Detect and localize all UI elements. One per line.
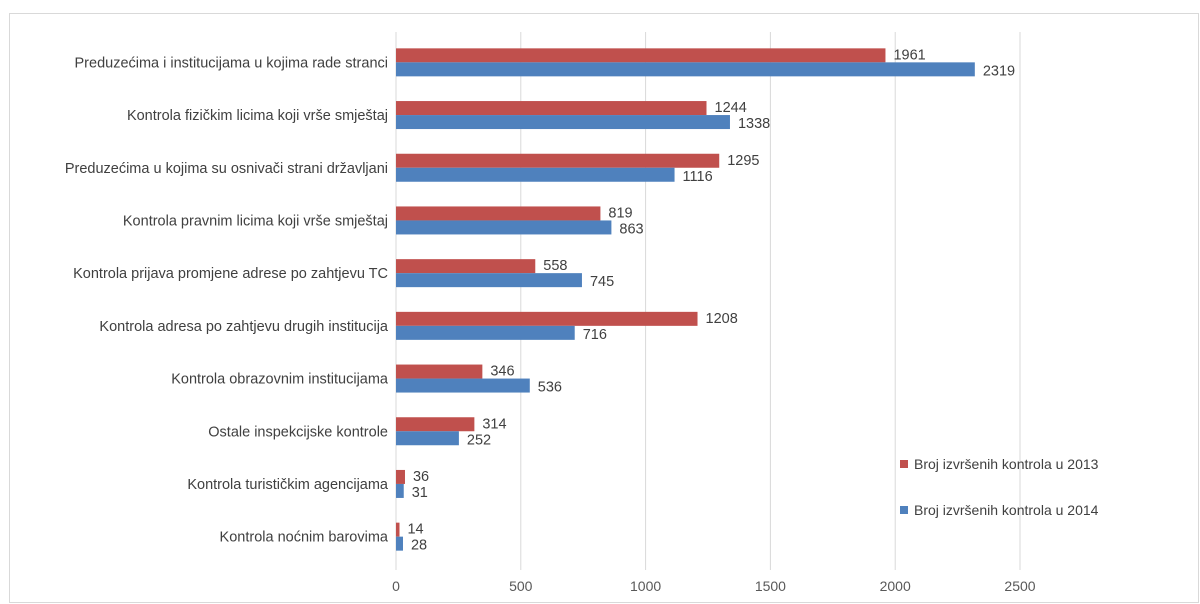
bar-2013 xyxy=(396,364,483,379)
bar-2014 xyxy=(396,62,975,77)
bar-2014 xyxy=(396,483,404,498)
bar-2013 xyxy=(396,311,698,326)
category-label: Preduzećima u kojima su osnivači strani … xyxy=(65,161,388,177)
data-label: 36 xyxy=(413,469,429,485)
data-label: 716 xyxy=(583,327,607,343)
data-label: 14 xyxy=(407,522,423,538)
x-tick-label: 1500 xyxy=(755,578,786,594)
data-label: 1961 xyxy=(893,47,925,63)
category-label: Kontrola turističkim agencijama xyxy=(187,477,389,493)
bar-2013 xyxy=(396,469,405,484)
legend: Broj izvršenih kontrola u 2013 Broj izvrš… xyxy=(900,456,1099,518)
category-label: Kontrola noćnim barovima xyxy=(220,530,389,546)
category-label: Kontrola pravnim licima koji vrše smješt… xyxy=(123,213,388,229)
bar-2014 xyxy=(396,273,582,288)
bar-2014 xyxy=(396,431,459,446)
data-label: 863 xyxy=(619,221,643,237)
bar-2014 xyxy=(396,220,612,235)
bar-2013 xyxy=(396,206,601,221)
data-label: 28 xyxy=(411,538,427,554)
x-tick-label: 500 xyxy=(509,578,533,594)
chart-area: Preduzećima i institucijama u kojima rad… xyxy=(9,13,1199,603)
category-label: Preduzećima i institucijama u kojima rad… xyxy=(75,55,389,71)
legend-swatch xyxy=(900,460,908,468)
data-label: 1208 xyxy=(706,311,738,327)
data-label: 1295 xyxy=(727,153,759,169)
data-label: 314 xyxy=(482,416,506,432)
x-tick-label: 2000 xyxy=(880,578,911,594)
bar-2014 xyxy=(396,536,403,551)
bar-2014 xyxy=(396,378,530,393)
data-label: 1244 xyxy=(715,100,747,116)
data-label: 819 xyxy=(608,205,632,221)
bar-2013 xyxy=(396,153,720,168)
data-label: 536 xyxy=(538,380,562,396)
x-tick-label: 2500 xyxy=(1004,578,1035,594)
bar-2014 xyxy=(396,167,675,182)
legend-label: Broj izvršenih kontrola u 2014 xyxy=(914,502,1099,518)
data-label: 252 xyxy=(467,432,491,448)
bar-2013 xyxy=(396,417,475,432)
category-label: Ostale inspekcijske kontrole xyxy=(208,424,388,440)
x-tick-label: 0 xyxy=(392,578,400,594)
category-label: Kontrola prijava promjene adrese po zaht… xyxy=(73,266,388,282)
category-label: Kontrola adresa po zahtjevu drugih insti… xyxy=(99,319,388,335)
bar-2013 xyxy=(396,101,707,116)
data-label: 2319 xyxy=(983,63,1015,79)
category-label: Kontrola obrazovnim institucijama xyxy=(171,372,389,388)
bar-2013 xyxy=(396,48,886,63)
data-label: 745 xyxy=(590,274,614,290)
bar-2014 xyxy=(396,325,575,340)
x-axis-ticks: 0 500 1000 1500 2000 2500 xyxy=(392,578,1036,594)
bars xyxy=(396,48,975,551)
bar-2013 xyxy=(396,522,400,537)
data-label: 1338 xyxy=(738,116,770,132)
x-tick-label: 1000 xyxy=(630,578,661,594)
data-label: 346 xyxy=(490,364,514,380)
legend-swatch xyxy=(900,506,908,514)
data-label: 558 xyxy=(543,258,567,274)
legend-label: Broj izvršenih kontrola u 2013 xyxy=(914,456,1099,472)
bar-chart: Preduzećima i institucijama u kojima rad… xyxy=(65,32,1099,594)
category-label: Kontrola fizičkim licima koji vrše smješ… xyxy=(127,108,388,124)
data-label: 1116 xyxy=(683,169,713,185)
category-labels: Preduzećima i institucijama u kojima rad… xyxy=(65,55,389,545)
bar-2013 xyxy=(396,259,536,274)
bar-2014 xyxy=(396,115,730,130)
data-label: 31 xyxy=(412,485,428,501)
